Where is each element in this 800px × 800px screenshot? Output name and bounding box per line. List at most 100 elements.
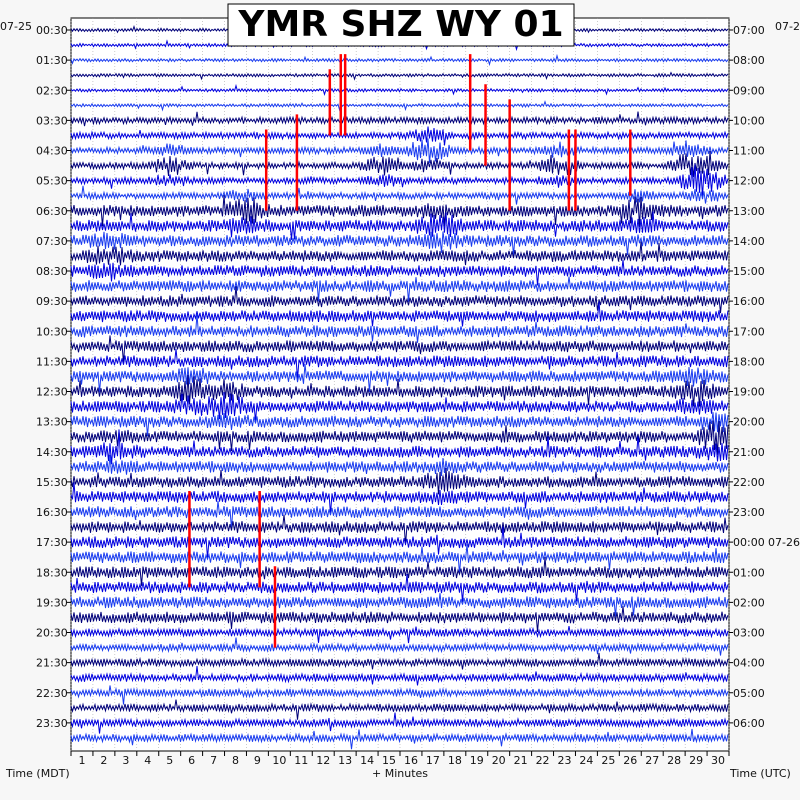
trace-line [70, 301, 729, 327]
trace-line [70, 666, 729, 686]
trace-line [70, 241, 729, 266]
axis-ticks [67, 29, 733, 756]
trace-line [70, 83, 729, 96]
trace-line [70, 557, 729, 586]
x-tick-label: 5 [166, 754, 173, 767]
x-tick-label: 6 [188, 754, 195, 767]
trace-line [70, 637, 729, 656]
right-hour-label: 18:00 [733, 355, 765, 368]
right-hour-label: 14:00 [733, 235, 765, 248]
left-hour-label: 01:30 [36, 54, 68, 67]
trace-line [70, 392, 729, 422]
left-hour-label: 14:30 [36, 446, 68, 459]
left-date-label: 07-25 [0, 20, 32, 33]
trace-line [70, 211, 729, 240]
left-hour-label: 00:30 [36, 24, 68, 37]
right-hour-label: 22:00 [733, 476, 765, 489]
right-axis-label: Time (UTC) [729, 767, 791, 780]
trace-line [70, 454, 729, 476]
right-hour-label: 19:00 [733, 386, 765, 399]
seismic-traces [70, 25, 729, 750]
x-tick-label: 18 [448, 754, 462, 767]
x-tick-label: 10 [272, 754, 286, 767]
trace-line [70, 374, 729, 407]
left-hour-label: 17:30 [36, 536, 68, 549]
right-hour-label: 16:00 [733, 295, 765, 308]
trace-line [70, 573, 729, 602]
x-tick-label: 29 [689, 754, 703, 767]
left-hour-label: 18:30 [36, 566, 68, 579]
trace-line [70, 429, 729, 465]
right-hour-label: 00:00 [733, 536, 765, 549]
left-hour-label: 13:30 [36, 416, 68, 429]
trace-line [70, 195, 729, 228]
trace-line [70, 501, 729, 530]
left-hour-label: 03:30 [36, 114, 68, 127]
trace-line [70, 259, 729, 286]
trace-line [70, 348, 729, 380]
trace-line [70, 712, 729, 734]
trace-line [70, 593, 729, 617]
x-tick-label: 21 [514, 754, 528, 767]
left-hour-label: 02:30 [36, 84, 68, 97]
left-hour-label: 05:30 [36, 175, 68, 188]
trace-line [70, 544, 729, 575]
left-hour-label: 09:30 [36, 295, 68, 308]
left-hour-label: 11:30 [36, 355, 68, 368]
left-hour-label: 23:30 [36, 717, 68, 730]
left-hour-label: 07:30 [36, 235, 68, 248]
x-tick-label: 7 [210, 754, 217, 767]
right-hour-label: 04:00 [733, 657, 765, 670]
trace-line [70, 71, 729, 81]
x-tick-label: 3 [122, 754, 129, 767]
event-markers [188, 54, 632, 648]
x-tick-label: 30 [711, 754, 725, 767]
x-tick-label: 13 [338, 754, 352, 767]
x-tick-label: 15 [382, 754, 396, 767]
trace-line [70, 286, 729, 314]
x-tick-label: 1 [78, 754, 85, 767]
trace-line [70, 420, 729, 455]
trace-line [70, 100, 729, 112]
right-hour-label: 03:00 [733, 627, 765, 640]
right-hour-label: 20:00 [733, 416, 765, 429]
right-next-date-label: 07-26 [768, 536, 800, 549]
right-hour-label: 23:00 [733, 506, 765, 519]
trace-line [70, 53, 729, 67]
right-hour-label: 07:00 [733, 24, 765, 37]
x-tick-label: 12 [316, 754, 330, 767]
right-date-label: 07-2 [775, 20, 800, 33]
trace-line [70, 151, 729, 177]
trace-line [70, 138, 729, 163]
trace-line [70, 699, 729, 720]
left-hour-label: 12:30 [36, 386, 68, 399]
right-hour-label: 12:00 [733, 175, 765, 188]
x-tick-label: 2 [100, 754, 107, 767]
right-hour-label: 08:00 [733, 54, 765, 67]
right-hour-label: 21:00 [733, 446, 765, 459]
x-tick-label: 26 [623, 754, 637, 767]
right-hour-label: 02:00 [733, 596, 765, 609]
trace-line [70, 164, 729, 198]
right-hour-label: 06:00 [733, 717, 765, 730]
trace-line [70, 467, 729, 495]
left-hour-label: 15:30 [36, 476, 68, 489]
trace-line [70, 313, 729, 343]
x-tick-label: 28 [667, 754, 681, 767]
right-hour-label: 09:00 [733, 84, 765, 97]
left-hour-label: 20:30 [36, 627, 68, 640]
chart-title: YMR SHZ WY 01 [237, 4, 563, 45]
title-box [227, 3, 575, 47]
trace-line [70, 652, 729, 670]
right-hour-label: 10:00 [733, 114, 765, 127]
right-hour-label: 15:00 [733, 265, 765, 278]
left-hour-label: 19:30 [36, 596, 68, 609]
right-hour-label: 01:00 [733, 566, 765, 579]
trace-line [70, 231, 729, 256]
trace-line [70, 526, 729, 559]
trace-line [70, 126, 729, 146]
right-hour-label: 11:00 [733, 145, 765, 158]
x-tick-label: 23 [558, 754, 572, 767]
